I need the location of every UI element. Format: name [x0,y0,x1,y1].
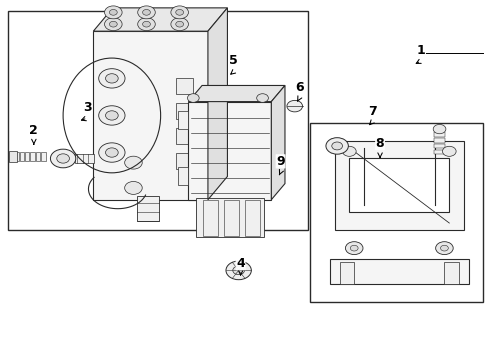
Bar [195,198,264,237]
Polygon shape [93,8,227,31]
Text: 2: 2 [29,124,38,137]
Polygon shape [207,8,227,200]
Bar [433,138,445,143]
Text: 9: 9 [276,155,285,168]
Bar [444,262,458,284]
Circle shape [138,18,155,31]
Bar [9,151,17,162]
Circle shape [104,6,122,19]
Circle shape [124,156,142,169]
Bar [137,196,159,221]
Circle shape [345,242,362,255]
Bar [348,158,448,212]
Bar [271,111,282,129]
Bar [203,200,217,235]
Text: 6: 6 [294,81,303,94]
Circle shape [331,142,342,150]
Bar [334,140,463,230]
Circle shape [170,18,188,31]
Bar [14,152,19,161]
Bar [93,31,207,200]
Polygon shape [188,85,285,102]
Circle shape [104,18,122,31]
Circle shape [225,261,251,280]
Circle shape [349,245,357,251]
Bar [271,167,282,185]
Bar [176,153,193,170]
Circle shape [99,69,125,88]
Text: 5: 5 [229,54,238,67]
Circle shape [440,245,447,251]
Bar [75,154,94,163]
Circle shape [99,143,125,162]
Circle shape [442,146,455,156]
Bar [244,200,259,235]
Circle shape [138,6,155,19]
Bar [176,103,193,119]
Circle shape [109,21,117,27]
Bar [30,152,35,161]
Circle shape [170,6,188,19]
Bar [36,152,40,161]
Circle shape [105,148,118,157]
Circle shape [256,94,268,102]
Bar [25,152,29,161]
Bar [176,128,193,144]
Bar [433,132,445,137]
Bar [177,167,188,185]
Bar [224,200,238,235]
Polygon shape [271,85,285,200]
Circle shape [142,21,150,27]
Bar [329,259,468,284]
Circle shape [99,106,125,125]
Bar [177,111,188,129]
Circle shape [57,154,69,163]
Circle shape [435,242,452,255]
Bar [188,102,271,200]
Bar [433,144,445,148]
Text: 7: 7 [367,105,376,118]
Circle shape [124,181,142,194]
Bar [310,123,483,302]
Text: 8: 8 [375,136,384,149]
Circle shape [105,111,118,120]
Bar [339,262,353,284]
Circle shape [175,9,183,15]
Text: 4: 4 [236,257,244,270]
Circle shape [187,94,199,102]
Bar [176,78,193,94]
Bar [433,149,445,154]
Circle shape [50,149,76,168]
Bar [41,152,45,161]
Circle shape [342,146,355,156]
Bar [20,152,24,161]
Circle shape [142,9,150,15]
Circle shape [232,266,244,275]
Circle shape [432,125,445,134]
Circle shape [175,21,183,27]
Circle shape [286,100,302,112]
Circle shape [105,74,118,83]
Text: 3: 3 [83,101,92,114]
Text: 1: 1 [416,44,425,57]
Circle shape [325,138,347,154]
Bar [8,12,307,230]
Circle shape [109,9,117,15]
